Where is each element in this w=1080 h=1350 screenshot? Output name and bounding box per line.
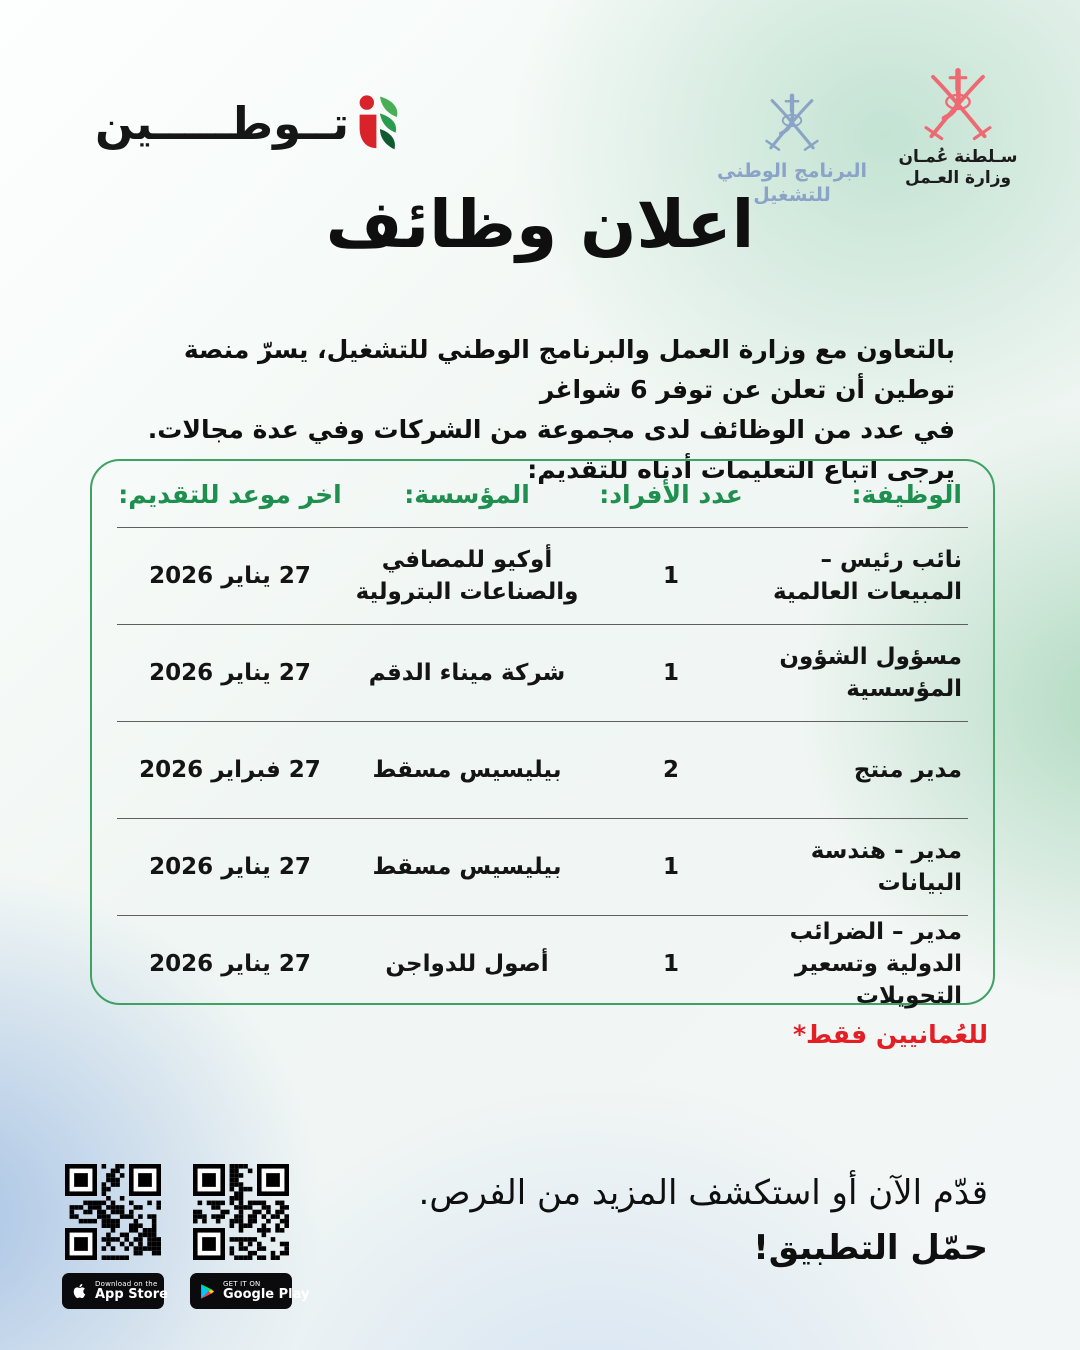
ministry-logo-line1: سـلطنة عُمـان <box>898 147 1018 167</box>
org-line: شركة ميناء الدقم <box>368 659 566 686</box>
app-store-badge-bottom: App Store <box>95 1286 168 1302</box>
intro-line2: في عدد من الوظائف لدى مجموعة من الشركات … <box>147 415 955 444</box>
table-row: نائب رئيس – المبيعات العالمية 1 أوكيو لل… <box>117 527 968 624</box>
tawteen-logo-icon <box>359 95 398 150</box>
org-line: بيليسيس مسقط <box>372 853 562 880</box>
org-line: والصناعات البترولية <box>355 579 579 605</box>
qr-code-app-store <box>65 1164 161 1260</box>
ministry-of-labour-logo: سـلطنة عُمـان وزارة العـمل <box>894 66 1022 190</box>
nep-logo-line1: البرنامج الوطني <box>717 160 867 182</box>
tawteen-logo: تــوطـــــين <box>95 94 404 152</box>
job-cell: مدير منتج <box>750 754 968 786</box>
google-play-badge[interactable]: GET IT ON Google Play <box>190 1273 309 1309</box>
intro-paragraph: بالتعاون مع وزارة العمل والبرنامج الوطني… <box>143 330 955 490</box>
google-play-badge-top: GET IT ON <box>223 1279 261 1288</box>
org-cell: أوكيو للمصافي والصناعات البترولية <box>342 544 592 608</box>
deadline-cell: 27 فبراير 2026 <box>139 756 321 783</box>
count-cell: 1 <box>662 853 679 880</box>
app-store-column: Download on the App Store <box>62 1164 168 1309</box>
deadline-cell: 27 يناير 2026 <box>149 562 311 589</box>
count-cell: 1 <box>662 562 679 589</box>
app-store-badge-top: Download on the <box>95 1279 158 1288</box>
nep-logo-line2: للتشغيل <box>753 183 831 206</box>
app-store-badge[interactable]: Download on the App Store <box>62 1273 168 1309</box>
job-line: مدير – الضرائب <box>789 919 962 945</box>
google-play-badge-bottom: Google Play <box>223 1286 310 1302</box>
table-row: مدير – الضرائب الدولية وتسعير التحويلات … <box>117 915 968 1012</box>
org-cell: بيليسيس مسقط <box>342 851 592 883</box>
oman-emblem-icon <box>761 92 823 154</box>
job-cell: مدير – الضرائب الدولية وتسعير التحويلات <box>750 916 968 1013</box>
org-cell: شركة ميناء الدقم <box>342 657 592 689</box>
org-cell: أصول للدواجن <box>342 948 592 980</box>
org-line: بيليسيس مسقط <box>372 756 562 783</box>
cta-line1: قدّم الآن أو استكشف المزيد من الفرص. <box>418 1173 988 1213</box>
job-line: مدير - هندسة البيانات <box>810 837 962 896</box>
ministry-logo-line2: وزارة العـمل <box>904 168 1012 189</box>
job-cell: مدير - هندسة البيانات <box>750 835 968 899</box>
column-header-count: عدد الأفراد: <box>599 479 743 509</box>
oman-emblem-icon <box>919 66 997 144</box>
deadline-cell: 27 يناير 2026 <box>149 659 311 686</box>
jobs-table: الوظيفة: عدد الأفراد: المؤسسة: اخر موعد … <box>90 459 995 1009</box>
qr-code-google-play <box>193 1164 289 1260</box>
job-cell: مسؤول الشؤون المؤسسية <box>750 641 968 705</box>
table-row: مسؤول الشؤون المؤسسية 1 شركة ميناء الدقم… <box>117 624 968 721</box>
column-header-job: الوظيفة: <box>851 479 962 509</box>
national-employment-programme-logo: البرنامج الوطني للتشغيل <box>716 92 868 208</box>
count-cell: 2 <box>662 756 679 783</box>
cta-line2: حمّل التطبيق! <box>753 1228 988 1269</box>
partner-logos: سـلطنة عُمـان وزارة العـمل البرنامج الوط… <box>716 66 1022 208</box>
table-header-row: الوظيفة: عدد الأفراد: المؤسسة: اخر موعد … <box>117 461 968 527</box>
apple-logo-icon <box>73 1283 86 1299</box>
omanis-only-note: للعُمانيين فقط* <box>792 1020 988 1049</box>
org-line: أوكيو للمصافي <box>381 546 553 573</box>
intro-line1: بالتعاون مع وزارة العمل والبرنامج الوطني… <box>183 335 955 404</box>
job-line: نائب رئيس – المبيعات العالمية <box>773 546 962 605</box>
google-play-column: GET IT ON Google Play <box>190 1164 309 1309</box>
google-play-icon <box>201 1283 215 1299</box>
page-title: اعلان وظائف <box>325 186 755 263</box>
job-line: الدولية وتسعير التحويلات <box>794 951 962 1010</box>
org-line: أصول للدواجن <box>385 951 549 978</box>
table-row: مدير - هندسة البيانات 1 بيليسيس مسقط 27 … <box>117 818 968 915</box>
job-line: مدير منتج <box>853 756 962 783</box>
tawteen-wordmark: تــوطـــــين <box>95 96 350 150</box>
count-cell: 1 <box>662 951 679 978</box>
column-header-org: المؤسسة: <box>404 479 530 509</box>
app-download-section: Download on the App Store GET IT ON Goog… <box>62 1164 309 1309</box>
count-cell: 1 <box>662 659 679 686</box>
org-cell: بيليسيس مسقط <box>342 754 592 786</box>
table-row: مدير منتج 2 بيليسيس مسقط 27 فبراير 2026 <box>117 721 968 818</box>
column-header-deadline: اخر موعد للتقديم: <box>118 479 342 509</box>
deadline-cell: 27 يناير 2026 <box>149 853 311 880</box>
cta-text: قدّم الآن أو استكشف المزيد من الفرص. حمّ… <box>419 1166 988 1276</box>
job-line: مسؤول الشؤون المؤسسية <box>779 643 962 702</box>
job-cell: نائب رئيس – المبيعات العالمية <box>750 544 968 608</box>
deadline-cell: 27 يناير 2026 <box>149 951 311 978</box>
